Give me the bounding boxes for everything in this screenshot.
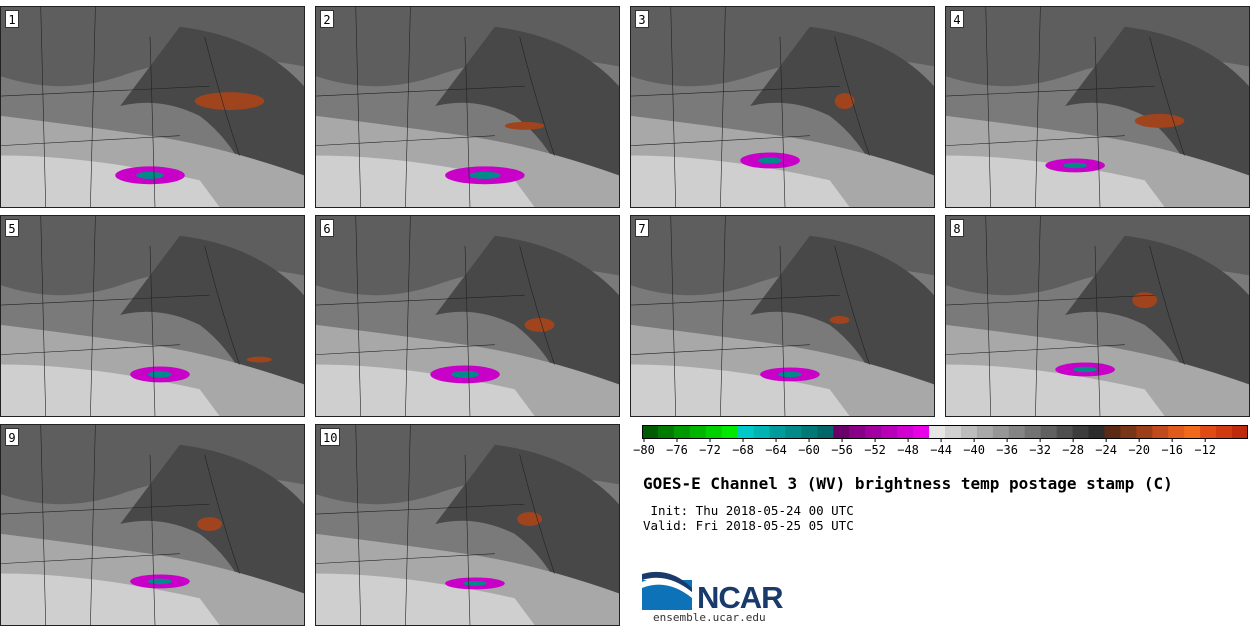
colorbar-segment bbox=[897, 425, 914, 439]
colorbar-tick-label: −72 bbox=[699, 443, 721, 457]
panel-number-label: 7 bbox=[635, 219, 649, 237]
colorbar-segment bbox=[1008, 425, 1026, 439]
water-vapor-map bbox=[946, 7, 1249, 207]
colorbar-tick-label: −36 bbox=[996, 443, 1018, 457]
postage-stamp-panel: 4 bbox=[945, 6, 1250, 208]
panel-number-label: 1 bbox=[5, 10, 19, 28]
colorbar-segment bbox=[721, 425, 739, 439]
postage-stamp-panel: 7 bbox=[630, 215, 935, 417]
water-vapor-map bbox=[946, 216, 1249, 416]
postage-stamp-panel: 1 bbox=[0, 6, 305, 208]
init-time: Init: Thu 2018-05-24 00 UTC bbox=[643, 503, 854, 518]
colorbar-segment bbox=[817, 425, 834, 439]
water-vapor-map bbox=[1, 216, 304, 416]
postage-stamp-panel: 5 bbox=[0, 215, 305, 417]
postage-stamp-panel: 2 bbox=[315, 6, 620, 208]
colorbar-tick-label: −28 bbox=[1062, 443, 1084, 457]
postage-stamp-panel: 10 bbox=[315, 424, 620, 626]
colorbar-tick-label: −80 bbox=[633, 443, 655, 457]
water-vapor-map bbox=[316, 425, 619, 625]
colorbar-segment bbox=[833, 425, 850, 439]
colorbar-segment bbox=[929, 425, 946, 439]
colorbar-segment bbox=[1216, 425, 1233, 439]
postage-stamp-panel: 3 bbox=[630, 6, 935, 208]
panel-number-label: 9 bbox=[5, 428, 19, 446]
colorbar-tick-label: −32 bbox=[1029, 443, 1051, 457]
colorbar-segment bbox=[753, 425, 771, 439]
panel-number-label: 8 bbox=[950, 219, 964, 237]
panel-number-label: 10 bbox=[320, 428, 341, 446]
colorbar-segment bbox=[976, 425, 994, 439]
colorbar-tick-label: −56 bbox=[831, 443, 853, 457]
colorbar-tick-label: −44 bbox=[930, 443, 952, 457]
colorbar-segment bbox=[689, 425, 707, 439]
colorbar-segment bbox=[992, 425, 1010, 439]
colorbar-segment bbox=[801, 425, 818, 439]
colorbar-segment bbox=[1040, 425, 1058, 439]
colorbar-segment bbox=[913, 425, 930, 439]
colorbar-segment bbox=[785, 425, 802, 439]
water-vapor-map bbox=[316, 216, 619, 416]
postage-stamp-panel: 8 bbox=[945, 215, 1250, 417]
colorbar-segment bbox=[881, 425, 898, 439]
colorbar-tick-label: −60 bbox=[798, 443, 820, 457]
water-vapor-map bbox=[1, 7, 304, 207]
panel-number-label: 6 bbox=[320, 219, 334, 237]
colorbar-segment bbox=[1200, 425, 1217, 439]
postage-stamp-panel: 6 bbox=[315, 215, 620, 417]
water-vapor-map bbox=[631, 216, 934, 416]
colorbar-tick-label: −64 bbox=[765, 443, 787, 457]
colorbar-segment bbox=[642, 425, 659, 439]
ncar-logo-icon bbox=[642, 571, 692, 610]
colorbar-segment bbox=[945, 425, 962, 439]
colorbar-segment bbox=[849, 425, 866, 439]
colorbar-segment bbox=[673, 425, 691, 439]
panel-number-label: 5 bbox=[5, 219, 19, 237]
valid-time: Valid: Fri 2018-05-25 05 UTC bbox=[643, 518, 854, 533]
colorbar-segment bbox=[1120, 425, 1137, 439]
water-vapor-map bbox=[631, 7, 934, 207]
colorbar-segment bbox=[865, 425, 882, 439]
colorbar-tick-label: −68 bbox=[732, 443, 754, 457]
colorbar-segment bbox=[1168, 425, 1185, 439]
colorbar-segment bbox=[1184, 425, 1201, 439]
colorbar-tick-label: −24 bbox=[1095, 443, 1117, 457]
colorbar-segment bbox=[1136, 425, 1153, 439]
water-vapor-map bbox=[316, 7, 619, 207]
colorbar-segment bbox=[1152, 425, 1169, 439]
water-vapor-map bbox=[1, 425, 304, 625]
colorbar-segment bbox=[769, 425, 787, 439]
ncar-logo-text: NCAR bbox=[697, 580, 784, 615]
colorbar-tick-label: −52 bbox=[864, 443, 886, 457]
colorbar-segment bbox=[1056, 425, 1074, 439]
logo-url: ensemble.ucar.edu bbox=[653, 611, 766, 624]
colorbar-segment bbox=[1072, 425, 1090, 439]
colorbar-tick-label: −20 bbox=[1128, 443, 1150, 457]
colorbar-tick-label: −16 bbox=[1161, 443, 1184, 457]
colorbar-tick-label: −76 bbox=[666, 443, 688, 457]
colorbar-segment bbox=[1024, 425, 1042, 439]
colorbar-segment bbox=[1088, 425, 1105, 439]
colorbar-segment bbox=[960, 425, 978, 439]
colorbar-outline bbox=[642, 425, 1248, 439]
colorbar-segment bbox=[1232, 425, 1248, 439]
colorbar-segment bbox=[737, 425, 755, 439]
panel-number-label: 2 bbox=[320, 10, 334, 28]
colorbar-segment bbox=[705, 425, 723, 439]
panel-number-label: 4 bbox=[950, 10, 964, 28]
postage-stamp-panel: 9 bbox=[0, 424, 305, 626]
colorbar-tick-label: −40 bbox=[963, 443, 985, 457]
figure-title: GOES-E Channel 3 (WV) brightness temp po… bbox=[643, 474, 1173, 493]
colorbar bbox=[642, 425, 1248, 442]
colorbar-tick-label: −48 bbox=[897, 443, 919, 457]
colorbar-segment bbox=[1104, 425, 1121, 439]
colorbar-segment bbox=[657, 425, 675, 439]
colorbar-tick-label: −12 bbox=[1194, 443, 1217, 457]
panel-number-label: 3 bbox=[635, 10, 649, 28]
colorbar-tick-labels: −80 −76 −72 −68 −64 −60 −56 −52 −48 −44 −40 −36 −32−… bbox=[633, 443, 1248, 461]
